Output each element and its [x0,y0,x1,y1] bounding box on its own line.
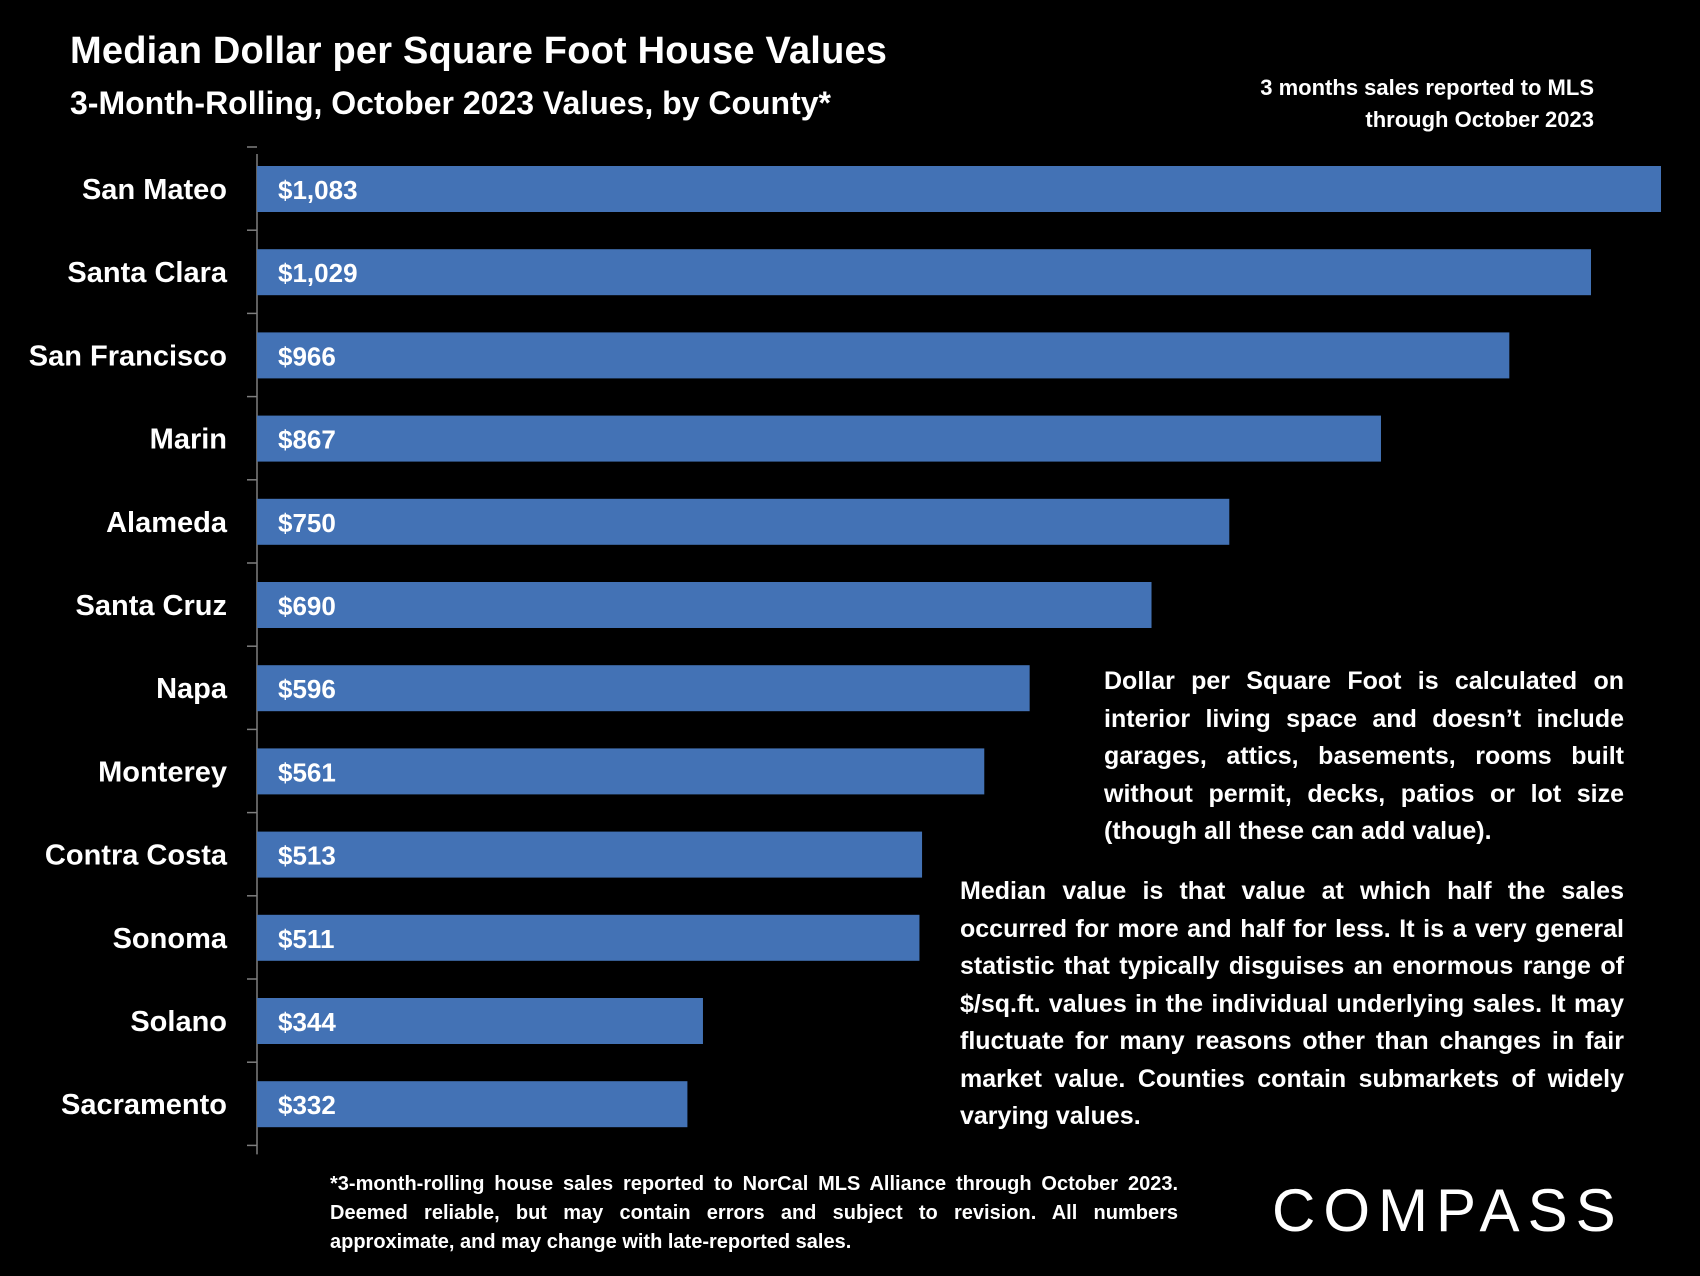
value-label-san-francisco: $966 [278,341,336,371]
bar-sonoma [257,914,920,961]
bar-san-mateo [257,166,1661,212]
chart-title: Median Dollar per Square Foot House Valu… [70,30,888,72]
value-label-alameda: $750 [278,508,336,538]
footnote: *3-month-rolling house sales reported to… [330,1173,1178,1253]
category-label-sacramento: Sacramento [61,1089,227,1121]
category-label-monterey: Monterey [98,756,227,788]
category-label-alameda: Alameda [106,507,228,539]
bar-monterey [257,748,985,795]
value-label-monterey: $561 [278,757,336,787]
bar-marin [257,415,1381,462]
category-label-sonoma: Sonoma [113,923,228,955]
median-note: Median value is that value at which half… [960,877,1624,1130]
value-label-sacramento: $332 [278,1090,336,1120]
value-label-sonoma: $511 [278,924,334,954]
value-label-solano: $344 [278,1007,336,1037]
bar-napa [257,665,1030,712]
category-label-solano: Solano [130,1006,227,1038]
bar-san-francisco [257,332,1510,379]
category-label-contra-costa: Contra Costa [45,840,228,872]
value-label-santa-cruz: $690 [278,591,336,621]
value-label-contra-costa: $513 [278,841,336,871]
category-label-san-mateo: San Mateo [82,174,227,206]
sales-period-note: 3 months sales reported to MLS through O… [1260,75,1594,132]
bar-sacramento [257,1081,688,1128]
chart-subtitle: 3-Month-Rolling, October 2023 Values, by… [70,85,831,121]
bar-solano [257,998,703,1044]
bar-alameda [257,498,1230,545]
category-label-napa: Napa [156,673,228,705]
value-label-santa-clara: $1,029 [278,258,358,288]
bar-santa-clara [257,249,1591,296]
compass-logo: COMPASS [1272,1177,1624,1244]
category-label-marin: Marin [150,424,227,456]
value-label-napa: $596 [278,674,336,704]
category-label-santa-cruz: Santa Cruz [76,590,227,622]
category-label-san-francisco: San Francisco [29,340,227,372]
bar-santa-cruz [257,582,1152,628]
category-label-santa-clara: Santa Clara [67,257,227,289]
definition-note: Dollar per Square Foot is calculated on … [1104,667,1624,845]
value-label-san-mateo: $1,083 [278,175,358,205]
bar-contra-costa [257,831,923,878]
value-label-marin: $867 [278,425,336,455]
